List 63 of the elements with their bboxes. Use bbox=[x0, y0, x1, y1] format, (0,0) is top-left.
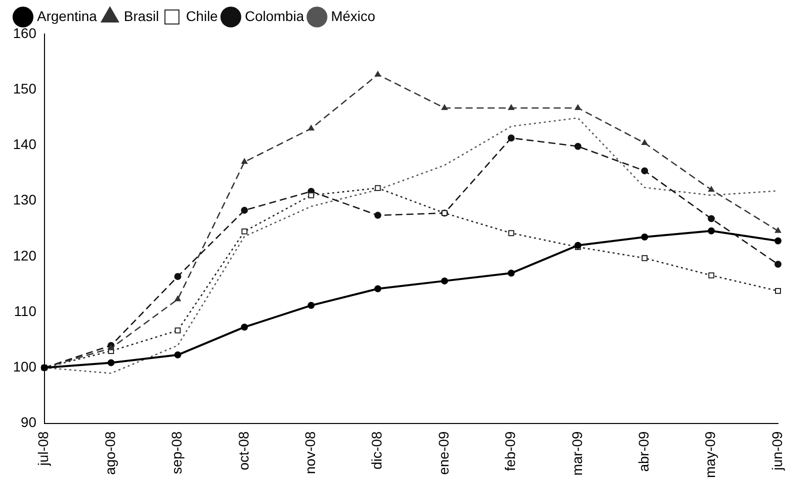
point bbox=[774, 260, 782, 268]
point bbox=[308, 125, 314, 131]
x-tick-label: jun-09 bbox=[768, 431, 785, 472]
y-tick-label: 100 bbox=[13, 358, 37, 375]
point bbox=[374, 71, 381, 77]
y-tick-label: 140 bbox=[13, 136, 37, 152]
point bbox=[240, 324, 248, 331]
point bbox=[374, 285, 382, 292]
point bbox=[108, 344, 114, 350]
point bbox=[508, 270, 515, 277]
x-tick-label: mar-09 bbox=[568, 431, 585, 476]
point bbox=[508, 134, 515, 142]
point bbox=[174, 351, 182, 358]
legend-label: Chile bbox=[186, 8, 218, 24]
legend-label: Brasil bbox=[124, 8, 159, 24]
x-tick-label: dic-08 bbox=[368, 431, 385, 470]
point bbox=[574, 242, 582, 249]
point bbox=[774, 227, 782, 233]
x-tick-label: nov-08 bbox=[302, 431, 318, 474]
point bbox=[774, 237, 782, 244]
y-tick-label: 120 bbox=[13, 247, 37, 264]
point bbox=[708, 215, 715, 222]
point bbox=[308, 192, 314, 198]
point bbox=[174, 327, 181, 334]
x-tick-label: abr-09 bbox=[635, 431, 652, 472]
point bbox=[174, 272, 182, 280]
point bbox=[108, 359, 115, 366]
legend-label: Colombia bbox=[244, 8, 304, 24]
point bbox=[374, 185, 381, 192]
y-tick-label: 160 bbox=[13, 24, 37, 41]
point bbox=[574, 142, 582, 150]
point bbox=[775, 288, 781, 294]
x-tick-label: oct-08 bbox=[235, 431, 252, 470]
point bbox=[241, 228, 248, 234]
x-tick-label: ago-08 bbox=[102, 431, 118, 475]
legend-label: Argentina bbox=[37, 8, 98, 24]
x-tick-label: ene-09 bbox=[435, 431, 452, 475]
point bbox=[641, 167, 648, 174]
point bbox=[441, 277, 448, 284]
x-tick-label: may-09 bbox=[702, 431, 718, 478]
point bbox=[641, 234, 648, 240]
point bbox=[508, 230, 514, 236]
y-tick-label: 130 bbox=[13, 192, 37, 208]
y-tick-label: 110 bbox=[14, 302, 37, 319]
point bbox=[374, 212, 382, 219]
point bbox=[508, 104, 514, 110]
point bbox=[241, 158, 248, 164]
legend-label: México bbox=[330, 8, 376, 24]
x-tick-label: sep-08 bbox=[168, 431, 185, 474]
x-tick-label: feb-09 bbox=[502, 431, 518, 472]
y-tick-label: 150 bbox=[13, 80, 37, 96]
point bbox=[642, 140, 648, 146]
x-tick-label: jul-08 bbox=[35, 431, 52, 467]
point bbox=[174, 296, 181, 302]
point bbox=[441, 104, 448, 110]
point bbox=[708, 186, 714, 192]
point bbox=[708, 272, 714, 278]
point bbox=[574, 104, 582, 110]
point bbox=[708, 227, 715, 234]
point bbox=[240, 206, 248, 214]
point bbox=[308, 302, 315, 309]
y-tick-label: 90 bbox=[20, 414, 37, 430]
point bbox=[642, 255, 648, 262]
